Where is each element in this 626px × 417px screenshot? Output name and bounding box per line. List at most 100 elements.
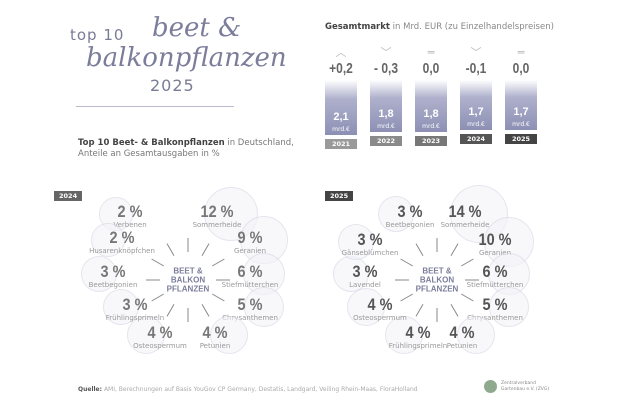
flower-illustration-icon: [338, 224, 374, 260]
share-label: Gänseblümchen: [341, 249, 399, 257]
share-label: Chrysanthemen: [222, 314, 278, 322]
center-line: PFLANZEN: [166, 284, 210, 294]
share-label: Lavendel: [349, 281, 381, 289]
share-label: Petunien: [199, 342, 231, 350]
share-value: 4 %: [147, 323, 173, 342]
share-label: Beetbegonien: [88, 281, 138, 289]
trend-flat-icon: ═: [427, 46, 435, 59]
share-value: 4 %: [405, 323, 431, 342]
spoke: [211, 293, 225, 302]
source-text: AMI, Berechnungen auf Basis YouGov CP Ge…: [102, 386, 418, 393]
share-label: Verbenen: [113, 221, 147, 229]
flower-illustration-icon: [385, 316, 423, 354]
share-value: 6 %: [237, 262, 263, 281]
trend-up-icon: ︿: [335, 46, 347, 59]
share-label: Husarenknöpfchen: [89, 247, 155, 255]
share-value: 2 %: [117, 202, 143, 221]
logo-line1: Zentralverband: [501, 380, 536, 386]
market-column: ﹀ -0,1 1,7 mrd.€ 2024: [456, 46, 496, 145]
spoke: [460, 258, 474, 267]
market-title-rest: in Mrd. EUR (zu Einzelhandelspreisen): [389, 22, 554, 32]
share-label: Geranien: [478, 249, 512, 257]
share-label: Frühlingsprimeln: [388, 342, 448, 350]
market-column: ﹀ - 0,3 1,8 mrd.€ 2022: [366, 46, 406, 146]
trend-down-icon: ﹀: [380, 46, 392, 59]
flower-illustration-icon: [103, 289, 139, 325]
spoke: [450, 243, 459, 257]
source-note: Quelle: AMI, Berechnungen auf Basis YouG…: [78, 386, 418, 393]
header-script-1: beet &: [152, 13, 242, 43]
center-line: BEET &: [173, 266, 203, 276]
change-value: 0,0: [512, 60, 530, 77]
market-value: 2,1: [333, 111, 349, 124]
market-bar: 1,8 mrd.€: [415, 80, 447, 132]
flower-illustration-icon: [127, 316, 165, 354]
center-line: BEET &: [422, 266, 452, 276]
spoke: [460, 293, 474, 302]
market-unit: mrd.€: [512, 121, 530, 129]
share-value: 4 %: [202, 323, 228, 342]
share-label: Sommerheide: [192, 221, 242, 229]
header-year: 2025: [150, 76, 195, 95]
flower-illustration-icon: [81, 256, 117, 292]
share-label: Osteospermum: [353, 314, 407, 322]
spoke: [166, 303, 175, 317]
market-bar: 1,7 mrd.€: [505, 80, 537, 131]
flower-illustration-icon: [489, 287, 529, 327]
change-value: +0,2: [329, 60, 353, 77]
logo-line2: Gartenbau e.V. (ZVG): [501, 386, 550, 392]
market-unit: mrd.€: [422, 122, 440, 130]
year-label: 2025: [505, 134, 537, 145]
spoke: [400, 293, 414, 302]
center-label-2024: BEET & BALKON PFLANZEN: [167, 267, 210, 294]
share-label: Osteospermum: [133, 342, 187, 350]
spoke: [400, 258, 414, 267]
spoke: [450, 303, 459, 317]
market-title-bold: Gesamtmarkt: [325, 22, 390, 32]
center-line: BALKON: [170, 275, 206, 285]
market-bar: 1,8 mrd.€: [370, 80, 402, 132]
divider: [76, 106, 234, 107]
subtitle-bold: Top 10 Beet- & Balkonpflanzen: [78, 138, 225, 148]
share-value: 3 %: [357, 230, 383, 249]
year-badge-2024: 2024: [54, 191, 83, 201]
spoke: [211, 258, 225, 267]
center-line: BALKON: [419, 275, 455, 285]
share-label: Stiefmütterchen: [221, 281, 279, 289]
spoke: [415, 243, 424, 257]
market-value: 1,8: [423, 107, 439, 120]
share-value: 2 %: [109, 228, 135, 247]
year-label: 2024: [460, 134, 492, 145]
market-column: ═ 0,0 1,7 mrd.€ 2025: [501, 46, 541, 145]
share-label: Stiefmütterchen: [466, 281, 524, 289]
share-value: 4 %: [449, 323, 475, 342]
share-value: 5 %: [482, 295, 508, 314]
market-value: 1,7: [513, 106, 529, 119]
trend-down-icon: ﹀: [470, 46, 482, 59]
share-value: 5 %: [237, 295, 263, 314]
logo-icon: [484, 380, 497, 393]
flower-illustration-icon: [347, 288, 385, 326]
share-value: 14 %: [448, 202, 482, 221]
year-label: 2023: [415, 135, 447, 146]
change-value: -0,1: [465, 60, 487, 77]
flower-illustration-icon: [210, 316, 248, 354]
share-label: Beetbegonien: [385, 221, 435, 229]
center-line: PFLANZEN: [415, 284, 459, 294]
market-column: ︿ +0,2 2,1 mrd.€ 2021: [321, 46, 361, 150]
flower-illustration-icon: [91, 223, 125, 257]
share-value: 10 %: [478, 230, 512, 249]
share-label: Chrysanthemen: [467, 314, 523, 322]
flower-illustration-icon: [244, 287, 284, 327]
header-top10: top 10: [70, 26, 125, 44]
market-column: ═ 0,0 1,8 mrd.€ 2023: [411, 46, 451, 146]
year-label: 2021: [325, 139, 357, 150]
flower-illustration-icon: [457, 316, 495, 354]
market-unit: mrd.€: [467, 121, 485, 129]
spoke: [201, 303, 210, 317]
year-badge-2025: 2025: [325, 191, 354, 201]
source-label: Quelle:: [78, 386, 103, 393]
share-value: 3 %: [397, 202, 423, 221]
share-value: 12 %: [200, 202, 234, 221]
change-value: 0,0: [422, 60, 440, 77]
